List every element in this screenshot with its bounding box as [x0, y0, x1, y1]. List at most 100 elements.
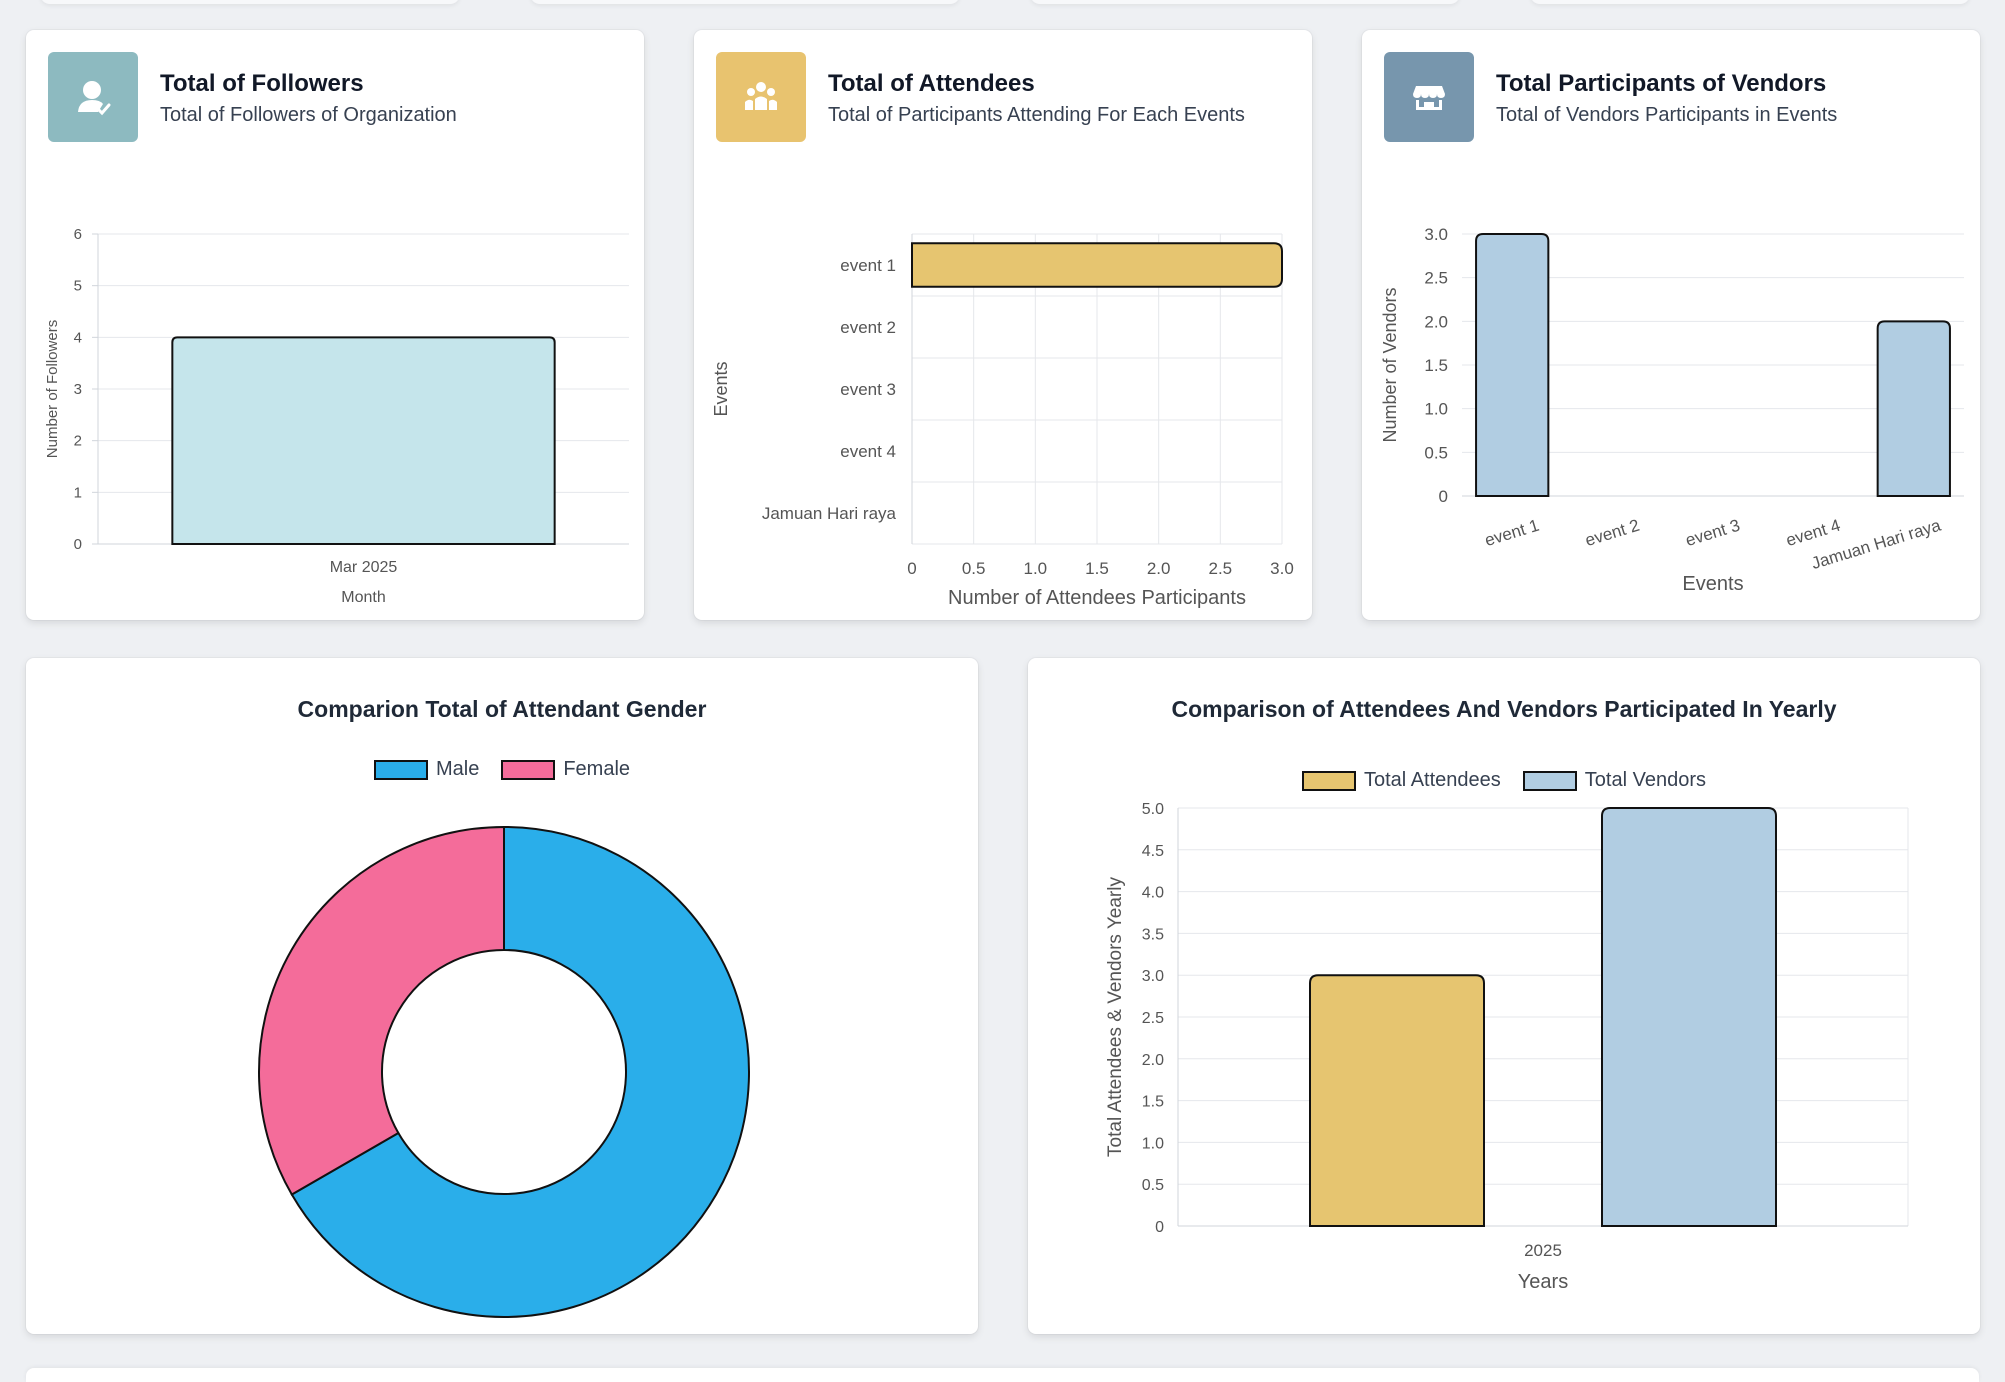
previous-card-edge: [530, 0, 960, 4]
attendees-hbar-chart: 0 0.5 1.0 1.5 2.0 2.5 3.0 event 1 event 2 event 3…: [711, 233, 1294, 609]
y-tick-label: 1.5: [1142, 1094, 1164, 1111]
people-group-icon: [716, 52, 806, 142]
y-tick-label: 5.0: [1142, 801, 1164, 818]
card-title: Total of Followers: [160, 70, 364, 97]
y-tick-label: 2.0: [1142, 1052, 1164, 1069]
attendees-card-header: Total of Attendees Total of Participants…: [716, 52, 1296, 144]
x-axis-title: Month: [341, 589, 385, 606]
vendors-card-header: Total Participants of Vendors Total of V…: [1384, 52, 1964, 144]
previous-card-edge: [1030, 0, 1460, 4]
yearly-bar-chart: 0 0.5 1.0 1.5 2.0 2.5 3.0 3.5 4.0 4.5 5.0 2025 Years…: [1105, 801, 1909, 1293]
y-tick-label: 2.5: [1424, 269, 1448, 288]
attendees-card: Total of Attendees Total of Participants…: [694, 30, 1312, 620]
yearly-panel: Comparison of Attendees And Vendors Part…: [1028, 658, 1980, 1334]
y-tick-label: 2: [74, 433, 82, 450]
y-tick-label: 1.5: [1424, 356, 1448, 375]
legend-item[interactable]: Male: [373, 758, 480, 781]
bar: [1475, 233, 1550, 497]
followers-bar-chart: 0 1 2 3 4 5 6 Mar 2025 Month Number of Followers: [44, 226, 629, 606]
y-axis-title: Number of Followers: [44, 320, 61, 458]
next-card-edge: [26, 1368, 1979, 1382]
y-tick-label: event 2: [840, 318, 896, 337]
legend-label: Female: [563, 758, 631, 780]
y-axis-title: Events: [711, 361, 731, 416]
store-icon: [1384, 52, 1474, 142]
x-tick-label: event 3: [1683, 516, 1742, 550]
previous-card-edge: [40, 0, 460, 4]
y-tick-label: 4.0: [1142, 885, 1164, 902]
vendors-bar-chart: 0 0.5 1.0 1.5 2.0 2.5 3.0 event 1 event 2 event 3…: [1380, 225, 1964, 595]
x-axis-title: Years: [1518, 1271, 1568, 1293]
y-tick-label: 5: [74, 278, 82, 295]
gender-panel: Comparion Total of Attendant Gender Male…: [26, 658, 978, 1334]
doughnut-slice: [290, 825, 750, 1318]
legend-swatch: [501, 759, 556, 780]
yearly-legend: Total Attendees Total Vendors: [1028, 769, 1980, 792]
y-tick-label: Jamuan Hari raya: [762, 504, 897, 523]
x-tick-label: 1.0: [1024, 559, 1048, 578]
y-tick-label: event 1: [840, 256, 896, 275]
x-axis-title: Events: [1682, 573, 1743, 595]
y-tick-label: 3.0: [1424, 225, 1448, 244]
y-tick-label: 2.5: [1142, 1010, 1164, 1027]
y-tick-label: 0.5: [1424, 443, 1448, 462]
x-tick-label: 3.0: [1270, 559, 1294, 578]
legend-item[interactable]: Total Vendors: [1522, 769, 1706, 792]
y-tick-label: 0: [1439, 487, 1448, 506]
legend-item[interactable]: Total Attendees: [1302, 769, 1501, 792]
y-tick-label: 1: [74, 484, 82, 501]
x-tick-label: 0: [907, 559, 916, 578]
y-tick-label: 1.0: [1142, 1135, 1164, 1152]
x-tick-label: 2.0: [1147, 559, 1171, 578]
panel-title: Comparion Total of Attendant Gender: [297, 696, 707, 722]
bar: [911, 242, 1283, 288]
y-axis-title: Number of Vendors: [1380, 287, 1400, 442]
bar: [1876, 320, 1951, 497]
y-tick-label: 3.0: [1142, 968, 1164, 985]
y-tick-label: event 4: [840, 442, 896, 461]
y-tick-label: 1.0: [1424, 400, 1448, 419]
bar: [1309, 974, 1485, 1227]
legend-item[interactable]: Female: [501, 758, 630, 781]
y-tick-label: 4: [74, 329, 82, 346]
previous-card-edge: [1530, 0, 1970, 4]
x-tick-label: event 1: [1482, 516, 1541, 550]
card-subtitle: Total of Vendors Participants in Events: [1496, 104, 1838, 126]
card-title: Total of Attendees: [828, 70, 1035, 97]
y-tick-label: event 3: [840, 380, 896, 399]
y-tick-label: 2.0: [1424, 312, 1448, 331]
y-tick-label: 0: [74, 536, 82, 553]
card-subtitle: Total of Participants Attending For Each…: [828, 104, 1245, 126]
y-tick-label: 0.5: [1142, 1177, 1164, 1194]
y-tick-label: 0: [1155, 1219, 1164, 1236]
bar: [1601, 807, 1777, 1227]
x-tick-label: 2025: [1524, 1241, 1562, 1260]
vendors-card: Total Participants of Vendors Total of V…: [1362, 30, 1980, 620]
y-tick-label: 4.5: [1142, 843, 1164, 860]
followers-card-header: Total of Followers Total of Followers of…: [48, 52, 628, 144]
y-tick-label: 6: [74, 226, 82, 243]
y-tick-label: 3: [74, 381, 82, 398]
legend-swatch: [1522, 770, 1577, 791]
doughnut-slice: [258, 825, 505, 1196]
bar: [171, 336, 556, 545]
x-tick-label: 0.5: [962, 559, 986, 578]
legend-swatch: [373, 759, 428, 780]
x-tick-label: event 2: [1583, 516, 1642, 550]
x-tick-label: Mar 2025: [330, 559, 398, 576]
x-tick-label: event 4: [1784, 516, 1843, 550]
y-axis-title: Total Attendees & Vendors Yearly: [1105, 877, 1126, 1157]
panel-title: Comparison of Attendees And Vendors Part…: [1171, 696, 1837, 722]
legend-label: Total Vendors: [1584, 769, 1706, 791]
x-axis-title: Number of Attendees Participants: [948, 587, 1246, 609]
y-tick-label: 3.5: [1142, 926, 1164, 943]
user-check-icon: [48, 52, 138, 142]
gender-doughnut-chart: [258, 825, 750, 1318]
x-tick-label: 1.5: [1085, 559, 1109, 578]
legend-label: Male: [435, 758, 480, 780]
card-title: Total Participants of Vendors: [1496, 70, 1827, 97]
x-tick-label: 2.5: [1209, 559, 1233, 578]
gender-legend: Male Female: [26, 758, 978, 781]
legend-swatch: [1302, 770, 1356, 791]
card-subtitle: Total of Followers of Organization: [160, 104, 457, 126]
